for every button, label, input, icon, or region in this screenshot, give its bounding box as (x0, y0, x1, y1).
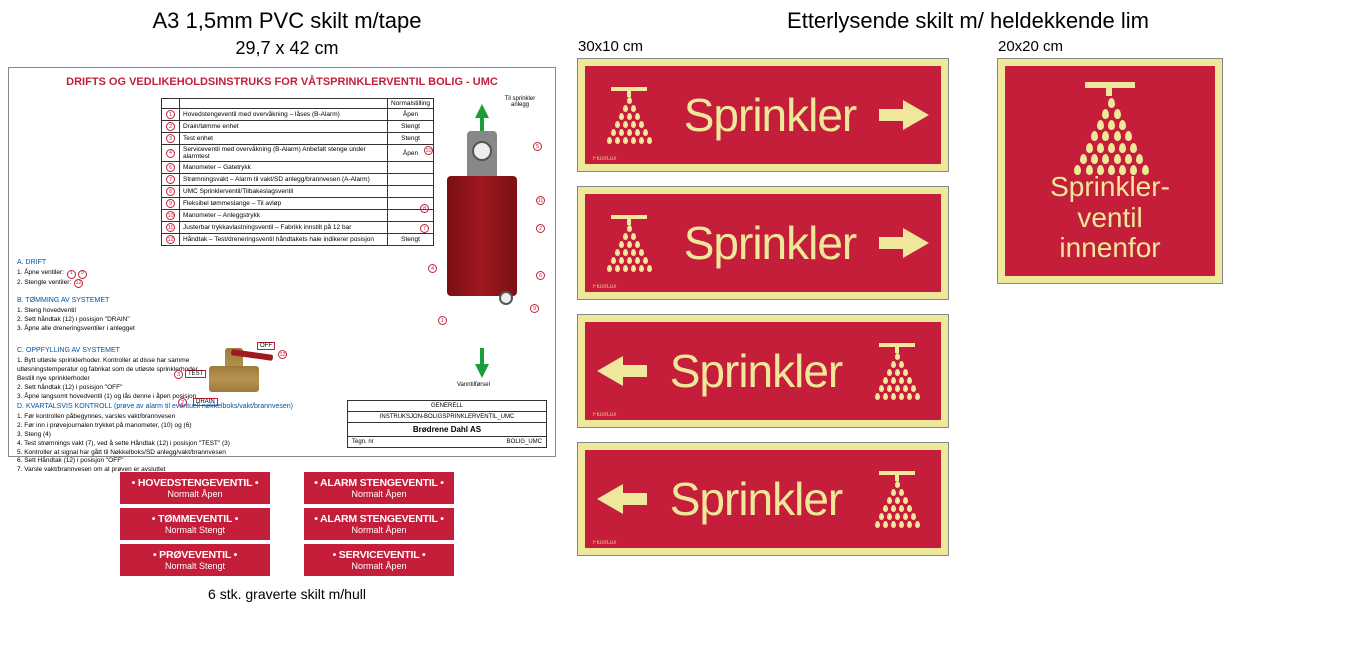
sprinkler-icon (865, 339, 929, 403)
engraved-label: • SERVICEVENTIL •Normalt Åpen (304, 544, 454, 576)
engraved-label: • ALARM STENGEVENTIL •Normalt Åpen (304, 472, 454, 504)
section-d-head: D. KVARTALSVIS KONTROLL (prøve av alarm … (17, 402, 367, 411)
arrow-left-icon (597, 356, 647, 386)
square-sign-text: Sprinkler-ventilinnenfor (1050, 172, 1170, 264)
component-table: Normalstilling1Hovedstengeventil med ove… (161, 98, 434, 246)
engraved-label: • HOVEDSTENGEVENTIL •Normalt Åpen (120, 472, 270, 504)
table-row: 4Serviceventil med overvåkning (B-Alarm)… (162, 145, 434, 162)
engraved-label: • TØMMEVENTIL •Normalt Stengt (120, 508, 270, 540)
section-b-head: B. TØMMING AV SYSTEMET (17, 296, 135, 305)
rect-signs-column: 30x10 cm SprinklerFluorLux SprinklerFluor… (578, 38, 978, 571)
sprinkler-icon (1060, 78, 1160, 168)
engraved-label: • PRØVEVENTIL •Normalt Stengt (120, 544, 270, 576)
left-column: A3 1,5mm PVC skilt m/tape 29,7 x 42 cm D… (8, 8, 578, 659)
gauge-icon (499, 291, 513, 305)
title-block-general: GENERELL (348, 401, 546, 412)
arrow-down-icon (475, 364, 489, 378)
sprinkler-icon (597, 83, 661, 147)
table-row: 7Strømningsvakt – Alarm til vakt/SD anle… (162, 174, 434, 186)
right-title: Etterlysende skilt m/ heldekkende lim (578, 8, 1358, 34)
section-a-head: A. DRIFT (17, 258, 88, 267)
table-row: 10Manometer – Anleggstrykk (162, 210, 434, 222)
engraved-label: • ALARM STENGEVENTIL •Normalt Åpen (304, 508, 454, 540)
engraved-labels-grid: • HOVEDSTENGEVENTIL •Normalt Åpen • TØMME… (8, 472, 566, 576)
sprinkler-icon (865, 467, 929, 531)
sprinkler-sign-rect: SprinklerFluorLux (578, 187, 948, 299)
table-row: 12Håndtak – Test/dreneringsventil håndta… (162, 234, 434, 246)
table-row: 2Drain/tømme enhetStengt (162, 121, 434, 133)
arrow-right-icon (879, 228, 929, 258)
valve-top-label: Til sprinkler anlegg (495, 96, 545, 108)
technical-sign: DRIFTS OG VEDLIKEHOLDSINSTRUKS FOR VÅTSP… (8, 67, 556, 457)
sprinkler-icon (597, 211, 661, 275)
sprinkler-sign-rect: SprinklerFluorLux (578, 59, 948, 171)
sprinkler-text: Sprinkler (661, 88, 879, 142)
sprinkler-sign-rect: SprinklerFluorLux (578, 315, 948, 427)
valve-diagram: Til sprinkler anlegg Vanntilførsel 10 8 … (417, 96, 547, 386)
table-row: 3Test enhetStengt (162, 133, 434, 145)
title-block-instruction: INSTRUKSJON-BOLIGSPRINKLERVENTIL_UMC (348, 412, 546, 423)
rect-dim-label: 30x10 cm (578, 38, 978, 55)
arrow-right-icon (879, 100, 929, 130)
left-subtitle: 29,7 x 42 cm (8, 38, 566, 59)
table-row: 11Justerbar trykkavlastningsventil – Fab… (162, 222, 434, 234)
sprinkler-text: Sprinkler (647, 472, 865, 526)
table-row: 9Fleksibel tømmeslange – Til avløp (162, 198, 434, 210)
gauge-icon (472, 141, 492, 161)
section-d: D. KVARTALSVIS KONTROLL (prøve av alarm … (17, 402, 367, 475)
square-sign: Sprinkler-ventilinnenfor (998, 59, 1222, 283)
sprinkler-sign-rect: SprinklerFluorLux (578, 443, 948, 555)
sprinkler-text: Sprinkler (661, 216, 879, 270)
section-a: A. DRIFT 1. Åpne ventiler: 13 2. Stengte… (17, 258, 88, 288)
arrow-left-icon (597, 484, 647, 514)
tech-title: DRIFTS OG VEDLIKEHOLDSINSTRUKS FOR VÅTSP… (17, 76, 547, 88)
main-valve-body (447, 176, 517, 296)
valve-bottom-label: Vanntilførsel (457, 382, 490, 388)
section-c-head: C. OPPFYLLING AV SYSTEMET (17, 346, 207, 355)
title-block: GENERELL INSTRUKSJON-BOLIGSPRINKLERVENTI… (347, 400, 547, 448)
table-row: 6Manometer – Gatetrykk (162, 162, 434, 174)
square-sign-column: 20x20 cm Sprinkler-ventilinnenfor (978, 38, 1238, 571)
sprinkler-text: Sprinkler (647, 344, 865, 398)
engraved-note: 6 stk. graverte skilt m/hull (8, 586, 566, 602)
square-dim-label: 20x20 cm (998, 38, 1238, 55)
table-row: 1Hovedstengeventil med overvåkning – lås… (162, 109, 434, 121)
brass-valve-diagram: OFF TEST 3 DRAIN 2 12 (199, 346, 289, 406)
section-b: B. TØMMING AV SYSTEMET 1. Steng hovedven… (17, 296, 135, 334)
title-block-company: Brødrene Dahl AS (348, 423, 546, 437)
table-row: 8UMC Sprinklerventil/Tilbakeslagsventil (162, 186, 434, 198)
left-title: A3 1,5mm PVC skilt m/tape (8, 8, 566, 34)
